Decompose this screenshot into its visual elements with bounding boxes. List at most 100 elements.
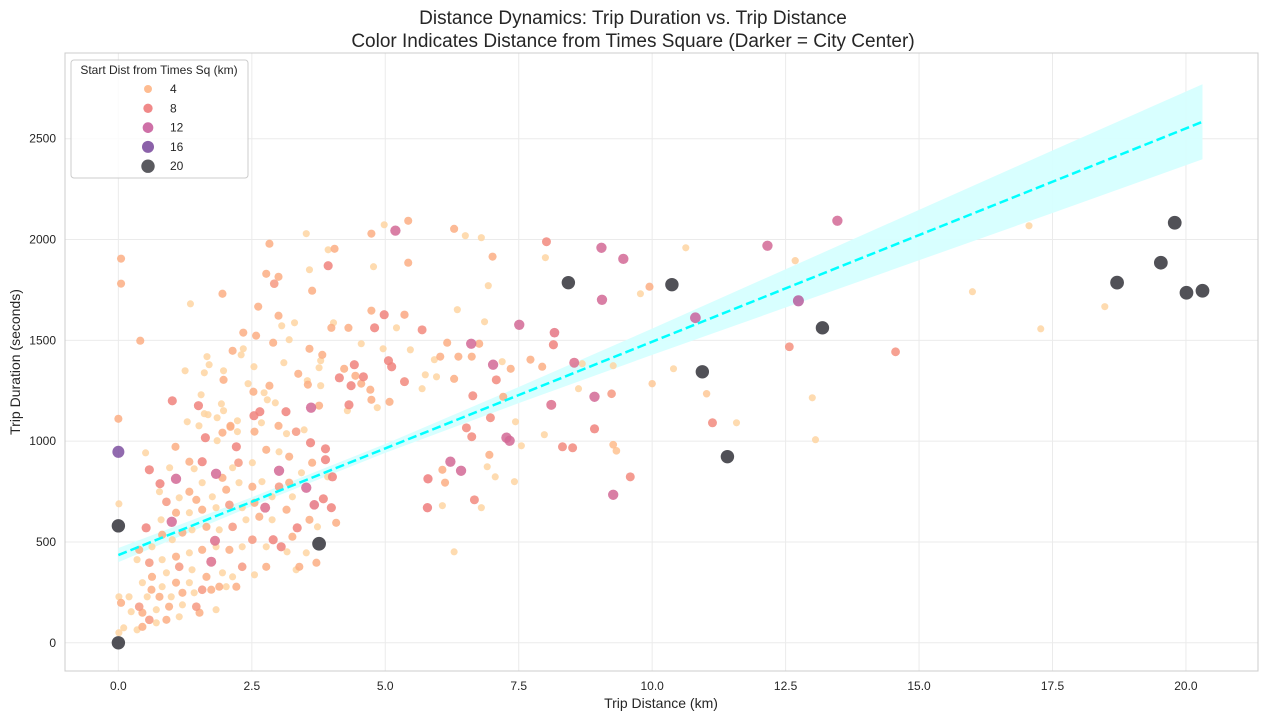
data-point	[315, 364, 323, 372]
chart-title: Distance Dynamics: Trip Duration vs. Tri…	[419, 8, 847, 29]
data-point	[480, 318, 489, 326]
data-point	[387, 362, 397, 372]
data-point	[275, 448, 283, 456]
data-point	[248, 459, 256, 467]
data-point	[239, 328, 248, 337]
data-point	[250, 363, 258, 371]
data-point	[578, 360, 586, 368]
data-point	[380, 221, 388, 229]
data-point	[574, 385, 583, 393]
data-point	[1101, 303, 1109, 311]
data-point	[158, 556, 166, 564]
data-point	[250, 427, 259, 436]
data-point	[115, 593, 123, 601]
legend-label: 8	[170, 101, 177, 115]
data-point	[112, 445, 125, 458]
data-point	[281, 407, 291, 417]
data-point	[162, 569, 170, 577]
data-point	[226, 422, 235, 431]
data-point	[404, 258, 413, 267]
data-point	[262, 543, 270, 551]
data-point	[379, 345, 387, 353]
legend-marker	[143, 103, 153, 113]
data-point	[219, 407, 228, 415]
data-point	[171, 508, 181, 517]
data-point	[432, 373, 441, 381]
data-point	[436, 352, 445, 361]
data-point	[308, 458, 317, 467]
data-point	[312, 558, 321, 567]
data-point	[327, 472, 337, 482]
legend-label: 16	[170, 140, 184, 154]
data-point	[162, 497, 171, 507]
data-point	[116, 598, 126, 607]
data-point	[209, 535, 220, 546]
data-point	[210, 468, 222, 479]
data-point	[440, 478, 450, 487]
data-point	[438, 465, 447, 474]
data-point	[231, 442, 241, 452]
data-point	[609, 440, 618, 449]
data-point	[133, 556, 141, 564]
data-point	[115, 629, 123, 637]
x-tick-label: 2.5	[243, 679, 260, 693]
data-point	[313, 523, 322, 531]
data-point	[438, 502, 446, 510]
data-point	[138, 579, 146, 587]
data-point	[309, 500, 320, 510]
data-point	[561, 275, 576, 290]
data-point	[111, 636, 126, 650]
data-point	[262, 269, 271, 278]
data-point	[344, 323, 353, 332]
data-point	[317, 382, 325, 390]
data-point	[114, 414, 123, 423]
data-point	[308, 286, 317, 295]
data-point	[1167, 215, 1182, 230]
data-point	[185, 509, 193, 517]
legend-label: 20	[170, 159, 184, 173]
data-point	[302, 549, 310, 557]
data-point	[305, 266, 314, 274]
data-point	[192, 495, 201, 504]
data-point	[618, 253, 629, 265]
data-point	[143, 593, 151, 601]
data-point	[349, 360, 359, 370]
regression-line-layer	[117, 120, 1203, 557]
y-tick-label: 1500	[29, 333, 56, 347]
data-point	[167, 396, 177, 406]
x-tick-label: 17.5	[1041, 679, 1065, 693]
data-point	[346, 381, 356, 391]
data-point	[294, 369, 303, 378]
data-point	[249, 411, 259, 421]
data-point	[511, 418, 520, 426]
data-point	[390, 225, 401, 236]
data-point	[450, 224, 459, 233]
data-point	[477, 234, 485, 242]
data-point	[366, 385, 375, 394]
data-point	[235, 479, 243, 487]
data-point	[171, 442, 180, 451]
data-point	[549, 327, 560, 338]
data-point	[152, 619, 160, 627]
data-point	[120, 624, 128, 632]
y-tick-label: 2000	[29, 233, 56, 247]
data-point	[222, 583, 230, 591]
data-point	[239, 345, 247, 353]
data-point	[185, 487, 194, 496]
data-point	[155, 592, 164, 601]
data-point	[228, 346, 237, 355]
data-point	[499, 392, 508, 401]
data-point	[255, 512, 264, 521]
data-point	[702, 390, 711, 398]
data-point	[815, 321, 830, 335]
data-point	[568, 443, 578, 453]
data-point	[144, 465, 154, 475]
data-point	[218, 289, 227, 298]
data-point	[510, 478, 518, 486]
data-point	[145, 615, 154, 625]
data-point	[808, 394, 816, 402]
data-point	[222, 485, 231, 494]
data-point	[357, 340, 365, 348]
data-point	[324, 246, 332, 254]
data-point	[301, 482, 312, 493]
